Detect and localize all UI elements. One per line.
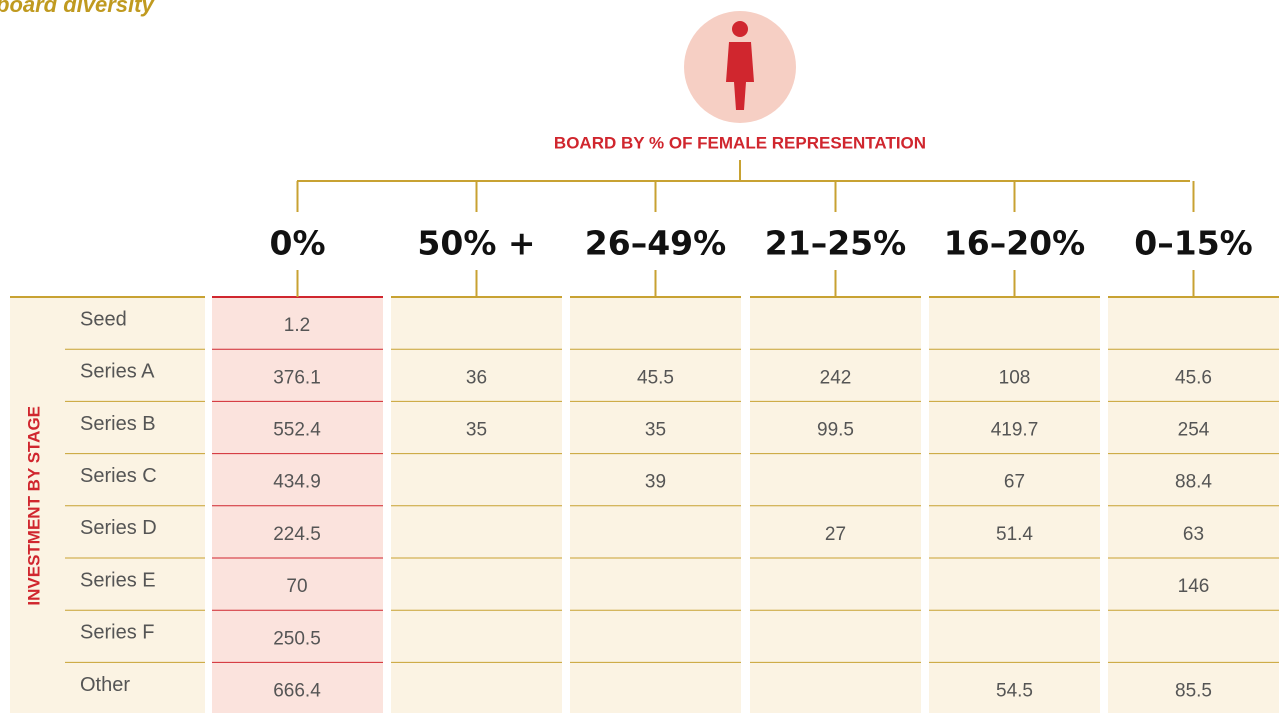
column-header: 50% + — [417, 224, 535, 263]
cell-value: 39 — [645, 472, 666, 493]
cell-value: 242 — [820, 367, 852, 388]
column-header: 0–15% — [1134, 224, 1252, 263]
cell-value: 27 — [825, 524, 846, 545]
cell-value: 1.2 — [284, 315, 310, 336]
bracket — [297, 160, 1190, 182]
row-label: Series D — [80, 517, 157, 539]
cell-value: 35 — [466, 420, 487, 441]
column-bg — [212, 297, 383, 713]
column-bg — [929, 297, 1100, 713]
column-header: 21–25% — [765, 224, 906, 263]
cell-value: 146 — [1178, 576, 1210, 597]
row-label: Series C — [80, 465, 157, 487]
cell-value: 70 — [286, 576, 307, 597]
cell-value: 224.5 — [273, 524, 321, 545]
cell-value: 45.6 — [1175, 367, 1212, 388]
column-bg — [570, 297, 741, 713]
column-bg — [391, 297, 562, 713]
column-bg — [1108, 297, 1279, 713]
woman-icon — [726, 21, 754, 110]
subtitle: BOARD BY % OF FEMALE REPRESENTATION — [554, 133, 926, 152]
row-label: Other — [80, 674, 130, 696]
cell-value: 254 — [1178, 420, 1210, 441]
cell-value: 666.4 — [273, 681, 321, 702]
cell-value: 376.1 — [273, 367, 321, 388]
cell-value: 419.7 — [991, 420, 1039, 441]
cell-value: 67 — [1004, 472, 1025, 493]
cell-value: 36 — [466, 367, 487, 388]
row-group-label: INVESTMENT BY STAGE — [24, 406, 43, 606]
row-label: Seed — [80, 308, 127, 330]
cell-value: 434.9 — [273, 472, 321, 493]
page-title: board diversity — [0, 0, 155, 17]
column-bg — [750, 297, 921, 713]
cell-value: 108 — [999, 367, 1031, 388]
column-header: 26–49% — [585, 224, 726, 263]
column-header: 0% — [269, 224, 325, 263]
cell-value: 85.5 — [1175, 681, 1212, 702]
row-label: Series A — [80, 361, 155, 383]
row-label: Series F — [80, 622, 154, 644]
column-header: 16–20% — [944, 224, 1085, 263]
cell-value: 35 — [645, 420, 666, 441]
cell-value: 99.5 — [817, 420, 854, 441]
row-label: Series E — [80, 569, 156, 591]
cell-value: 45.5 — [637, 367, 674, 388]
cell-value: 88.4 — [1175, 472, 1212, 493]
cell-value: 51.4 — [996, 524, 1033, 545]
cell-value: 250.5 — [273, 628, 321, 649]
cell-value: 552.4 — [273, 420, 321, 441]
row-label-bg — [10, 297, 205, 713]
cell-value: 63 — [1183, 524, 1204, 545]
cell-value: 54.5 — [996, 681, 1033, 702]
row-label: Series B — [80, 413, 156, 435]
